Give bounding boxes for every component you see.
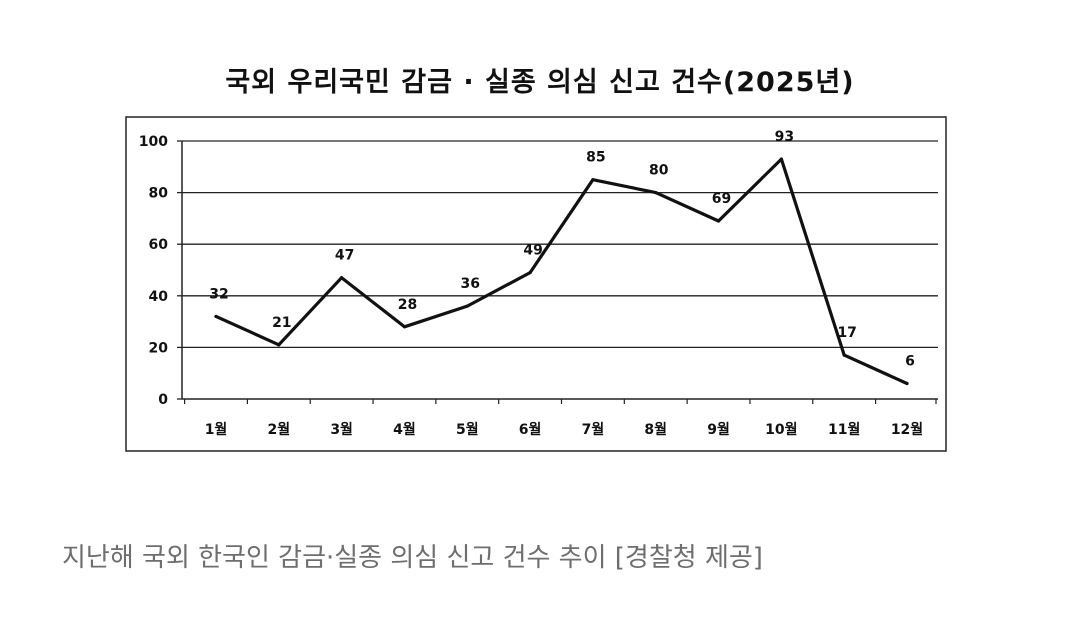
x-tick-label: 9월 (707, 421, 730, 438)
x-tick-label: 5월 (456, 421, 479, 438)
data-label: 32 (209, 286, 228, 302)
data-point (528, 270, 532, 275)
y-tick-label-40: 40 (149, 289, 169, 305)
data-point (277, 343, 281, 347)
x-tick-label: 12월 (891, 421, 923, 438)
axes (177, 140, 938, 404)
y-tick-label-0: 0 (158, 392, 168, 408)
y-tick-label-60: 60 (149, 237, 169, 253)
x-tick-label: 7월 (582, 421, 605, 438)
series-line-0 (214, 157, 909, 386)
x-tick-label: 2월 (268, 421, 291, 438)
figure-caption: 지난해 국외 한국인 감금·실종 의심 신고 건수 추이 [경찰청 제공] (62, 543, 763, 573)
data-label: 80 (649, 163, 669, 179)
x-tick-label: 1월 (205, 421, 228, 438)
x-tick-label: 6월 (519, 421, 542, 438)
data-label: 69 (712, 191, 731, 207)
data-label: 36 (461, 276, 480, 292)
chart-frame (125, 116, 947, 452)
x-tick-label: 10월 (765, 421, 797, 438)
data-point (905, 381, 909, 386)
data-label: 17 (837, 325, 856, 341)
x-tick-label: 4월 (393, 421, 416, 438)
data-point (402, 325, 407, 329)
x-tick-label: 3월 (330, 421, 353, 438)
grid-lines (182, 140, 938, 349)
x-tick-label: 11월 (828, 421, 860, 438)
data-label: 93 (775, 129, 794, 145)
data-point (465, 304, 469, 308)
data-point (716, 219, 721, 223)
y-tick-label-100: 100 (139, 134, 168, 150)
chart-title: 국외 우리국민 감금 · 실종 의심 신고 건수(2025년) (225, 67, 855, 98)
data-label: 49 (523, 243, 542, 259)
x-tick-label: 8월 (644, 421, 667, 438)
data-series (214, 157, 909, 386)
data-label: 28 (398, 297, 417, 313)
data-point (340, 276, 344, 280)
data-labels: 32 21 47 28 36 49 85 80 69 93 17 6 (209, 129, 915, 369)
y-tick-label-20: 20 (149, 340, 169, 356)
data-point (214, 314, 218, 319)
y-tick-label-80: 80 (149, 186, 169, 202)
data-label: 6 (905, 354, 915, 370)
data-point (842, 353, 846, 357)
data-label: 47 (335, 248, 354, 264)
data-label: 85 (586, 150, 605, 166)
data-point (654, 191, 658, 195)
y-axis-tick-labels: 0 20 40 60 80 100 (139, 134, 168, 408)
x-axis-tick-labels: 1월 2월 3월 4월 5월 6월 7월 8월 9월 10월 11월 12월 (205, 421, 924, 438)
data-label: 21 (272, 315, 291, 331)
data-point (779, 157, 783, 161)
data-point (591, 178, 595, 182)
